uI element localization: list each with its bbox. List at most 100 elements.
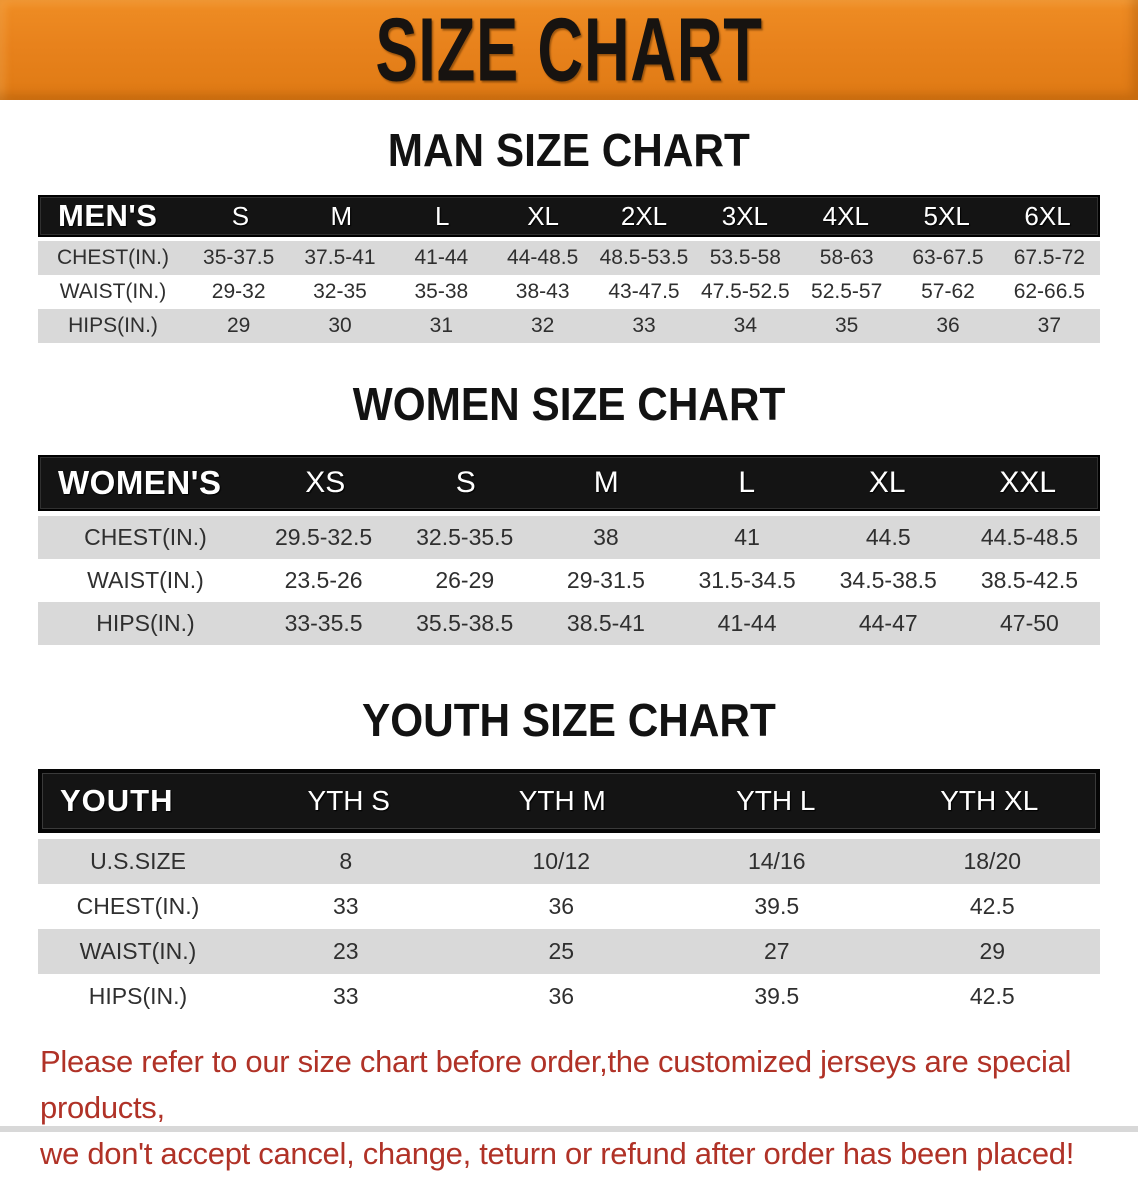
men-col-4xl: 4XL bbox=[822, 200, 869, 231]
size-cell: 41 bbox=[734, 524, 760, 550]
women-chest-row: CHEST(IN.) 29.5-32.5 32.5-35.5 38 41 44.… bbox=[38, 516, 1100, 559]
men-hips-row: HIPS(IN.) 29 30 31 32 33 34 35 36 37 bbox=[38, 309, 1100, 343]
youth-waist-row: WAIST(IN.) 23 25 27 29 bbox=[38, 929, 1100, 974]
size-cell: 29-32 bbox=[211, 280, 266, 303]
row-label: U.S.SIZE bbox=[90, 848, 186, 874]
size-cell: 23.5-26 bbox=[284, 567, 363, 593]
size-cell: 26-29 bbox=[435, 567, 495, 593]
size-cell: 48.5-53.5 bbox=[599, 246, 689, 269]
size-chart-banner: SIZE CHART bbox=[0, 0, 1138, 100]
size-cell: 39.5 bbox=[754, 893, 800, 919]
size-cell: 33 bbox=[632, 314, 656, 337]
size-cell: 8 bbox=[339, 848, 353, 874]
disclaimer: Please refer to our size chart before or… bbox=[40, 1039, 1118, 1177]
women-col-xl: XL bbox=[868, 466, 906, 499]
bottom-edge-strip bbox=[0, 1126, 1138, 1132]
size-cell: 23 bbox=[332, 938, 359, 964]
size-cell: 43-47.5 bbox=[608, 280, 680, 303]
youth-group-label: YOUTH bbox=[60, 783, 174, 818]
size-cell: 25 bbox=[548, 938, 575, 964]
size-cell: 44.5-48.5 bbox=[980, 524, 1079, 550]
men-col-3xl: 3XL bbox=[721, 200, 769, 231]
men-section: MAN SIZE CHART MEN'S S M L XL 2XL 3XL 4X… bbox=[0, 127, 1138, 343]
size-cell: 36 bbox=[936, 314, 960, 337]
row-label: CHEST(IN.) bbox=[76, 893, 200, 919]
row-label: WAIST(IN.) bbox=[79, 938, 197, 964]
size-cell: 44-48.5 bbox=[507, 246, 579, 269]
row-label: CHEST(IN.) bbox=[84, 524, 207, 550]
size-cell: 29 bbox=[979, 938, 1006, 964]
men-size-table: MEN'S S M L XL 2XL 3XL 4XL 5XL 6XL CHEST… bbox=[38, 195, 1100, 343]
size-cell: 35-38 bbox=[414, 280, 469, 303]
women-waist-row: WAIST(IN.) 23.5-26 26-29 29-31.5 31.5-34… bbox=[38, 559, 1100, 602]
men-col-2xl: 2XL bbox=[620, 200, 668, 231]
size-cell: 67.5-72 bbox=[1013, 246, 1085, 269]
youth-col-s: YTH S bbox=[307, 785, 390, 816]
size-cell: 32 bbox=[530, 314, 555, 337]
men-table-header: MEN'S S M L XL 2XL 3XL 4XL 5XL 6XL bbox=[38, 195, 1100, 237]
women-col-xxl: XXL bbox=[999, 466, 1057, 499]
size-cell: 35 bbox=[834, 314, 859, 337]
size-cell: 32.5-35.5 bbox=[416, 524, 514, 550]
youth-section: YOUTH SIZE CHART YOUTH YTH S YTH M YTH L… bbox=[0, 697, 1138, 1019]
men-col-5xl: 5XL bbox=[923, 200, 970, 231]
men-col-6xl: 6XL bbox=[1024, 200, 1071, 231]
women-table-header: WOMEN'S XS S M L XL XXL bbox=[38, 455, 1100, 511]
men-chest-row: CHEST(IN.) 35-37.5 37.5-41 41-44 44-48.5… bbox=[38, 241, 1100, 275]
youth-heading-text: YOUTH SIZE CHART bbox=[362, 694, 776, 746]
youth-col-m: YTH M bbox=[518, 785, 606, 816]
men-col-m: M bbox=[330, 200, 353, 231]
size-cell: 38-43 bbox=[515, 280, 570, 303]
size-cell: 36 bbox=[548, 893, 575, 919]
size-cell: 34 bbox=[733, 314, 757, 337]
size-cell: 53.5-58 bbox=[709, 246, 781, 269]
size-cell: 58-63 bbox=[819, 246, 874, 269]
size-cell: 52.5-57 bbox=[811, 280, 883, 303]
size-cell: 37.5-41 bbox=[304, 246, 376, 269]
disclaimer-line-2: we don't accept cancel, change, teturn o… bbox=[40, 1135, 1075, 1171]
youth-hips-row: HIPS(IN.) 33 36 39.5 42.5 bbox=[38, 974, 1100, 1019]
row-label: WAIST(IN.) bbox=[87, 567, 204, 593]
youth-col-l: YTH L bbox=[736, 785, 816, 816]
row-label: HIPS(IN.) bbox=[88, 983, 188, 1009]
size-cell: 10/12 bbox=[532, 848, 591, 874]
size-cell: 33 bbox=[332, 893, 359, 919]
size-cell: 44.5 bbox=[865, 524, 911, 550]
women-section: WOMEN SIZE CHART WOMEN'S XS S M L XL XXL… bbox=[0, 381, 1138, 645]
women-section-heading: WOMEN SIZE CHART bbox=[0, 381, 1138, 427]
youth-size-table: YOUTH YTH S YTH M YTH L YTH XL U.S.SIZE … bbox=[38, 769, 1100, 1019]
size-cell: 35.5-38.5 bbox=[416, 610, 514, 636]
size-cell: 29-31.5 bbox=[566, 567, 645, 593]
size-cell: 27 bbox=[763, 938, 790, 964]
banner-title: SIZE CHART bbox=[375, 0, 763, 100]
women-col-xs: XS bbox=[305, 466, 346, 499]
size-cell: 36 bbox=[548, 983, 575, 1009]
women-heading-text: WOMEN SIZE CHART bbox=[352, 378, 786, 430]
size-cell: 39.5 bbox=[754, 983, 800, 1009]
size-cell: 31.5-34.5 bbox=[698, 567, 796, 593]
size-cell: 38.5-42.5 bbox=[980, 567, 1079, 593]
youth-table-header: YOUTH YTH S YTH M YTH L YTH XL bbox=[38, 769, 1100, 833]
size-cell: 33 bbox=[332, 983, 359, 1009]
size-cell: 38.5-41 bbox=[566, 610, 645, 636]
men-col-s: S bbox=[231, 200, 250, 231]
women-col-m: M bbox=[593, 466, 619, 499]
disclaimer-line-1: Please refer to our size chart before or… bbox=[40, 1044, 1072, 1125]
youth-ussize-row: U.S.SIZE 8 10/12 14/16 18/20 bbox=[38, 839, 1100, 884]
men-col-xl: XL bbox=[527, 200, 559, 231]
size-cell: 41-44 bbox=[414, 246, 469, 269]
men-col-l: L bbox=[434, 200, 450, 231]
size-cell: 14/16 bbox=[747, 848, 806, 874]
size-cell: 62-66.5 bbox=[1013, 280, 1085, 303]
youth-col-xl: YTH XL bbox=[940, 785, 1039, 816]
size-cell: 18/20 bbox=[963, 848, 1022, 874]
size-cell: 32-35 bbox=[313, 280, 367, 303]
size-cell: 38 bbox=[593, 524, 619, 550]
youth-section-heading: YOUTH SIZE CHART bbox=[0, 697, 1138, 743]
row-label: HIPS(IN.) bbox=[68, 314, 158, 337]
women-hips-row: HIPS(IN.) 33-35.5 35.5-38.5 38.5-41 41-4… bbox=[38, 602, 1100, 645]
size-cell: 33-35.5 bbox=[284, 610, 363, 636]
size-cell: 34.5-38.5 bbox=[839, 567, 937, 593]
women-col-l: L bbox=[738, 466, 756, 499]
size-cell: 35-37.5 bbox=[203, 246, 275, 269]
